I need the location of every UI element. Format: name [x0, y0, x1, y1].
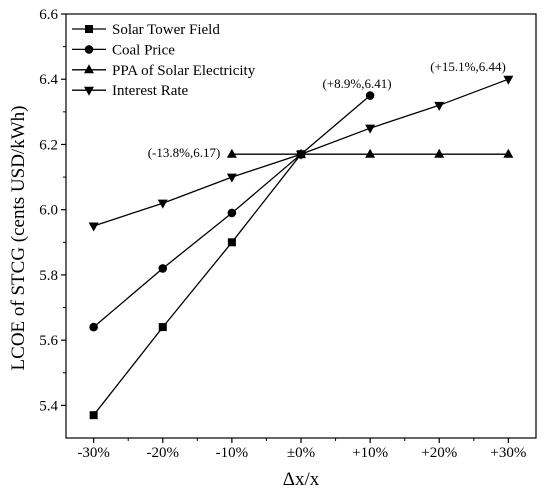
point-annotation: (+15.1%,6.44): [430, 59, 506, 74]
legend-label: Interest Rate: [112, 83, 189, 99]
legend-item-solar-tower-field: Solar Tower Field: [72, 22, 220, 38]
legend-triangle-up-marker: [84, 64, 94, 74]
solar-tower-field-point: [158, 323, 167, 332]
x-tick-label: ±0%: [287, 445, 315, 461]
coal-price-point: [89, 322, 98, 332]
legend-item-interest-rate: Interest Rate: [72, 83, 189, 99]
y-tick-label: 5.6: [39, 333, 58, 349]
interest-rate-point: [434, 101, 445, 111]
x-tick-label: +10%: [352, 445, 388, 461]
legend-label: Solar Tower Field: [112, 22, 220, 38]
ppa-of-solar-electricity-point: [226, 148, 237, 158]
y-tick-label: 6.6: [39, 7, 58, 23]
y-axis-title: LCOE of STCG (cents USD/kWh): [8, 106, 29, 371]
y-tick-label: 5.4: [39, 398, 58, 414]
coal-price-point: [158, 264, 168, 273]
legend-label: PPA of Solar Electricity: [112, 63, 256, 79]
ppa-of-solar-electricity-point: [434, 148, 445, 158]
y-tick-label: 6.4: [39, 72, 58, 88]
interest-rate-point: [365, 124, 376, 134]
solar-tower-field-point: [89, 411, 98, 420]
ppa-of-solar-electricity-point: [365, 148, 376, 158]
x-tick-label: -10%: [216, 445, 249, 461]
legend: Solar Tower Field Coal Price PPA of Solar …: [72, 22, 256, 99]
point-annotation: (+8.9%,6.41): [322, 76, 391, 91]
x-tick-label: +30%: [490, 445, 526, 461]
legend-triangle-down-marker: [84, 86, 94, 96]
ppa-of-solar-electricity-point: [503, 148, 514, 158]
axes: -30% -20% -10% ±0% +10% +20% +30% 5.4 5.6 5.8 6.0 6…: [39, 7, 537, 461]
y-tick-label: 6.0: [39, 203, 58, 219]
coal-price-point: [365, 91, 375, 100]
solar-tower-field-point: [227, 238, 236, 247]
annotations: (-13.8%,6.17) (+8.9%,6.41) (+15.1%,6.44): [148, 59, 506, 160]
legend-item-coal-price: Coal Price: [72, 42, 175, 58]
interest-rate-point: [296, 150, 306, 160]
legend-item-ppa-of-solar-electricity: PPA of Solar Electricity: [72, 63, 256, 79]
legend-circle-marker: [84, 45, 94, 54]
interest-rate-point: [88, 222, 99, 232]
plot-series: [88, 75, 514, 420]
coal-price-point: [227, 208, 237, 218]
interest-rate-point: [503, 75, 514, 85]
interest-rate-point: [226, 173, 237, 183]
legend-square-marker: [85, 25, 93, 33]
x-tick-label: +20%: [421, 445, 457, 461]
x-tick-label: -20%: [147, 445, 180, 461]
solar-tower-field-line: [93, 153, 302, 416]
y-tick-label: 5.8: [39, 268, 58, 284]
legend-label: Coal Price: [112, 42, 175, 58]
point-annotation: (-13.8%,6.17): [148, 145, 221, 160]
x-axis-title: Δx/x: [283, 469, 320, 490]
y-tick-label: 6.2: [39, 137, 58, 153]
interest-rate-point: [157, 199, 168, 209]
x-tick-label: -30%: [77, 445, 110, 461]
